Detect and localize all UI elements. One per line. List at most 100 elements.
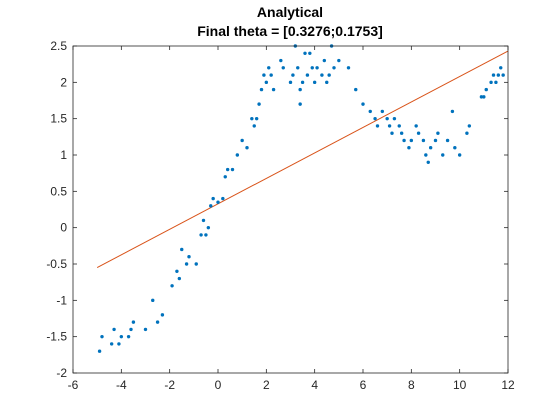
data-point [180, 247, 184, 252]
data-point [223, 175, 227, 179]
y-tick-label: 0 [60, 221, 67, 235]
data-point [312, 80, 317, 85]
data-point [496, 73, 501, 77]
data-point [300, 80, 305, 85]
data-point [298, 87, 302, 92]
plot-area [73, 46, 508, 373]
data-point [119, 334, 124, 339]
data-points-group [97, 44, 505, 353]
data-point [387, 124, 392, 128]
data-point [126, 334, 131, 339]
data-point [235, 153, 240, 157]
data-point [354, 87, 358, 92]
data-point [385, 116, 389, 121]
x-tick-label: 10 [453, 378, 467, 392]
data-point [201, 218, 206, 223]
data-point [230, 167, 235, 172]
y-tick-label: -2 [56, 366, 67, 380]
data-point [325, 80, 329, 85]
data-point [337, 58, 341, 63]
data-point [414, 124, 418, 128]
data-point [484, 87, 488, 92]
data-point [465, 131, 469, 135]
data-point [397, 124, 401, 128]
data-point [424, 153, 428, 157]
data-point [279, 58, 283, 63]
data-point [221, 196, 225, 201]
data-point [426, 160, 430, 164]
data-point [407, 146, 411, 150]
data-point [441, 153, 445, 157]
data-point [501, 73, 505, 77]
data-point [445, 138, 450, 143]
x-tick-label: 12 [501, 378, 515, 392]
data-point [453, 146, 457, 150]
data-point [170, 284, 174, 288]
data-point [257, 102, 261, 106]
data-point [250, 116, 254, 121]
data-point [392, 116, 397, 121]
data-point [491, 73, 496, 77]
data-point [267, 66, 271, 70]
chart-title: Analytical [257, 4, 323, 20]
data-point [160, 313, 165, 317]
data-point [271, 87, 276, 92]
data-point [368, 109, 372, 114]
y-axis-ticks: -2 -1.5 -1 -0.5 0 0.5 1 1.5 2 2.5 [46, 39, 508, 380]
data-point [131, 320, 136, 324]
x-tick-label: 2 [263, 378, 270, 392]
data-point [332, 66, 336, 70]
data-point [143, 327, 148, 332]
data-point [240, 138, 244, 143]
y-tick-label: 2.5 [50, 39, 67, 53]
data-point [269, 73, 273, 77]
fit-line-group [96, 50, 509, 269]
data-point [225, 167, 230, 172]
data-point [436, 131, 440, 135]
data-point [409, 138, 414, 143]
data-point [399, 131, 404, 135]
data-point [296, 66, 300, 70]
data-point [264, 80, 269, 85]
data-point [305, 73, 310, 77]
data-point [109, 342, 114, 346]
x-axis-ticks: -6 -4 -2 0 2 4 6 8 10 12 [68, 46, 515, 392]
data-point [291, 73, 295, 77]
axes-box [72, 45, 509, 374]
data-point [346, 66, 351, 70]
data-point [206, 225, 211, 230]
data-point [211, 196, 215, 201]
data-point [482, 95, 486, 99]
data-point [361, 102, 365, 106]
data-point [308, 51, 312, 55]
y-tick-label: 1.5 [50, 112, 67, 126]
data-point [259, 87, 264, 92]
data-point [450, 109, 455, 114]
data-point [499, 66, 503, 70]
data-point [433, 138, 438, 143]
data-point [281, 66, 285, 70]
data-point [303, 51, 307, 55]
x-tick-label: 8 [408, 378, 415, 392]
data-point [489, 80, 493, 85]
data-point [373, 116, 377, 121]
data-point [494, 80, 498, 85]
y-tick-label: 2 [60, 75, 67, 89]
data-point [187, 255, 191, 259]
data-point [117, 342, 121, 346]
x-tick-label: -6 [68, 378, 79, 392]
y-tick-label: -0.5 [46, 257, 67, 271]
data-point [479, 95, 484, 99]
data-point [245, 146, 249, 150]
x-tick-label: 6 [360, 378, 367, 392]
data-point [310, 66, 314, 70]
data-point [375, 124, 380, 128]
data-point [252, 124, 256, 128]
data-point [97, 349, 102, 353]
data-point [390, 131, 394, 135]
data-point [298, 102, 302, 106]
data-point [204, 233, 208, 237]
data-point [175, 269, 179, 273]
data-point [209, 204, 213, 208]
data-point [428, 146, 433, 150]
